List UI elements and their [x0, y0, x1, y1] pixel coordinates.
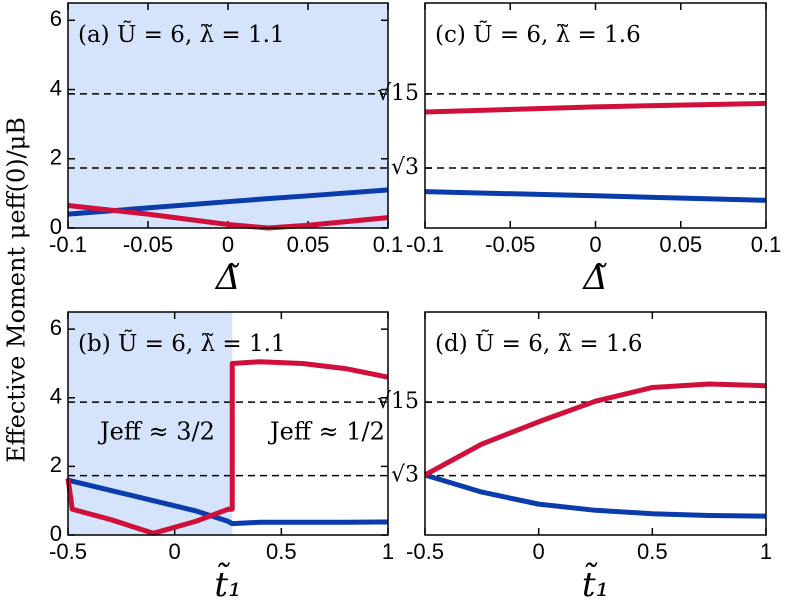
x-tick-label: 0 — [169, 539, 181, 564]
data-line — [424, 100, 767, 115]
x-tick-label: -0.5 — [49, 539, 87, 564]
y-tick-label: 4 — [50, 75, 62, 100]
panel-label: (c) Ũ = 6, λ̃ = 1.6 — [435, 20, 641, 48]
data-line — [67, 187, 389, 217]
data-line — [65, 359, 389, 536]
plot-frame — [67, 311, 389, 536]
shaded-region — [68, 3, 388, 228]
x-tick-label: -0.05 — [485, 232, 535, 257]
data-line — [67, 203, 389, 231]
x-axis-label: Δ̃ — [214, 258, 241, 298]
x-tick-label: -0.5 — [406, 539, 444, 564]
y-tick-label: √15 — [377, 81, 419, 106]
x-tick-label: 0.05 — [287, 232, 330, 257]
data-line — [423, 381, 767, 478]
x-axis-label: t̃₁ — [582, 562, 609, 605]
y-tick-label: 0 — [50, 521, 62, 546]
x-tick-label: 0.5 — [266, 539, 297, 564]
y-tick-label: 2 — [50, 145, 62, 170]
y-tick-label: 0 — [50, 214, 62, 239]
x-tick-label: 0.1 — [373, 232, 404, 257]
annotation: Jeff ≈ 1/2 — [267, 418, 385, 446]
x-tick-label: 1 — [382, 539, 394, 564]
y-tick-label: 6 — [50, 6, 62, 31]
plot-frame — [424, 2, 767, 229]
data-line — [424, 472, 767, 519]
x-tick-label: 0.1 — [751, 232, 782, 257]
y-tick-label: 2 — [50, 452, 62, 477]
x-tick-label: -0.1 — [406, 232, 444, 257]
panel-label: (b) Ũ = 6, λ̃ = 1.1 — [78, 329, 286, 357]
panel-label: (a) Ũ = 6, λ̃ = 1.1 — [78, 20, 285, 48]
y-tick-label: √3 — [391, 155, 419, 180]
y-tick-label: √15 — [377, 389, 419, 414]
x-tick-label: 0 — [589, 232, 601, 257]
x-axis-label: t̃₁ — [214, 562, 241, 605]
x-tick-label: 1 — [760, 539, 772, 564]
plot-frame — [67, 2, 389, 229]
x-tick-label: 0.5 — [637, 539, 668, 564]
panel-label: (d) Ũ = 6, λ̃ = 1.6 — [435, 329, 643, 357]
data-line — [67, 477, 389, 527]
plot-frame — [424, 311, 767, 536]
annotation: Jeff ≈ 3/2 — [97, 418, 215, 446]
y-tick-label: 4 — [50, 384, 62, 409]
y-tick-label: √3 — [391, 463, 419, 488]
x-axis-label: Δ̃ — [581, 258, 608, 298]
x-tick-label: 0 — [533, 539, 545, 564]
y-axis-label: Effective Moment μeff(0)/μB — [3, 117, 31, 463]
data-line — [424, 189, 767, 203]
y-tick-label: 6 — [50, 315, 62, 340]
x-tick-label: -0.1 — [49, 232, 87, 257]
x-tick-label: -0.05 — [123, 232, 173, 257]
x-tick-label: 0.05 — [659, 232, 702, 257]
x-tick-label: 0 — [222, 232, 234, 257]
